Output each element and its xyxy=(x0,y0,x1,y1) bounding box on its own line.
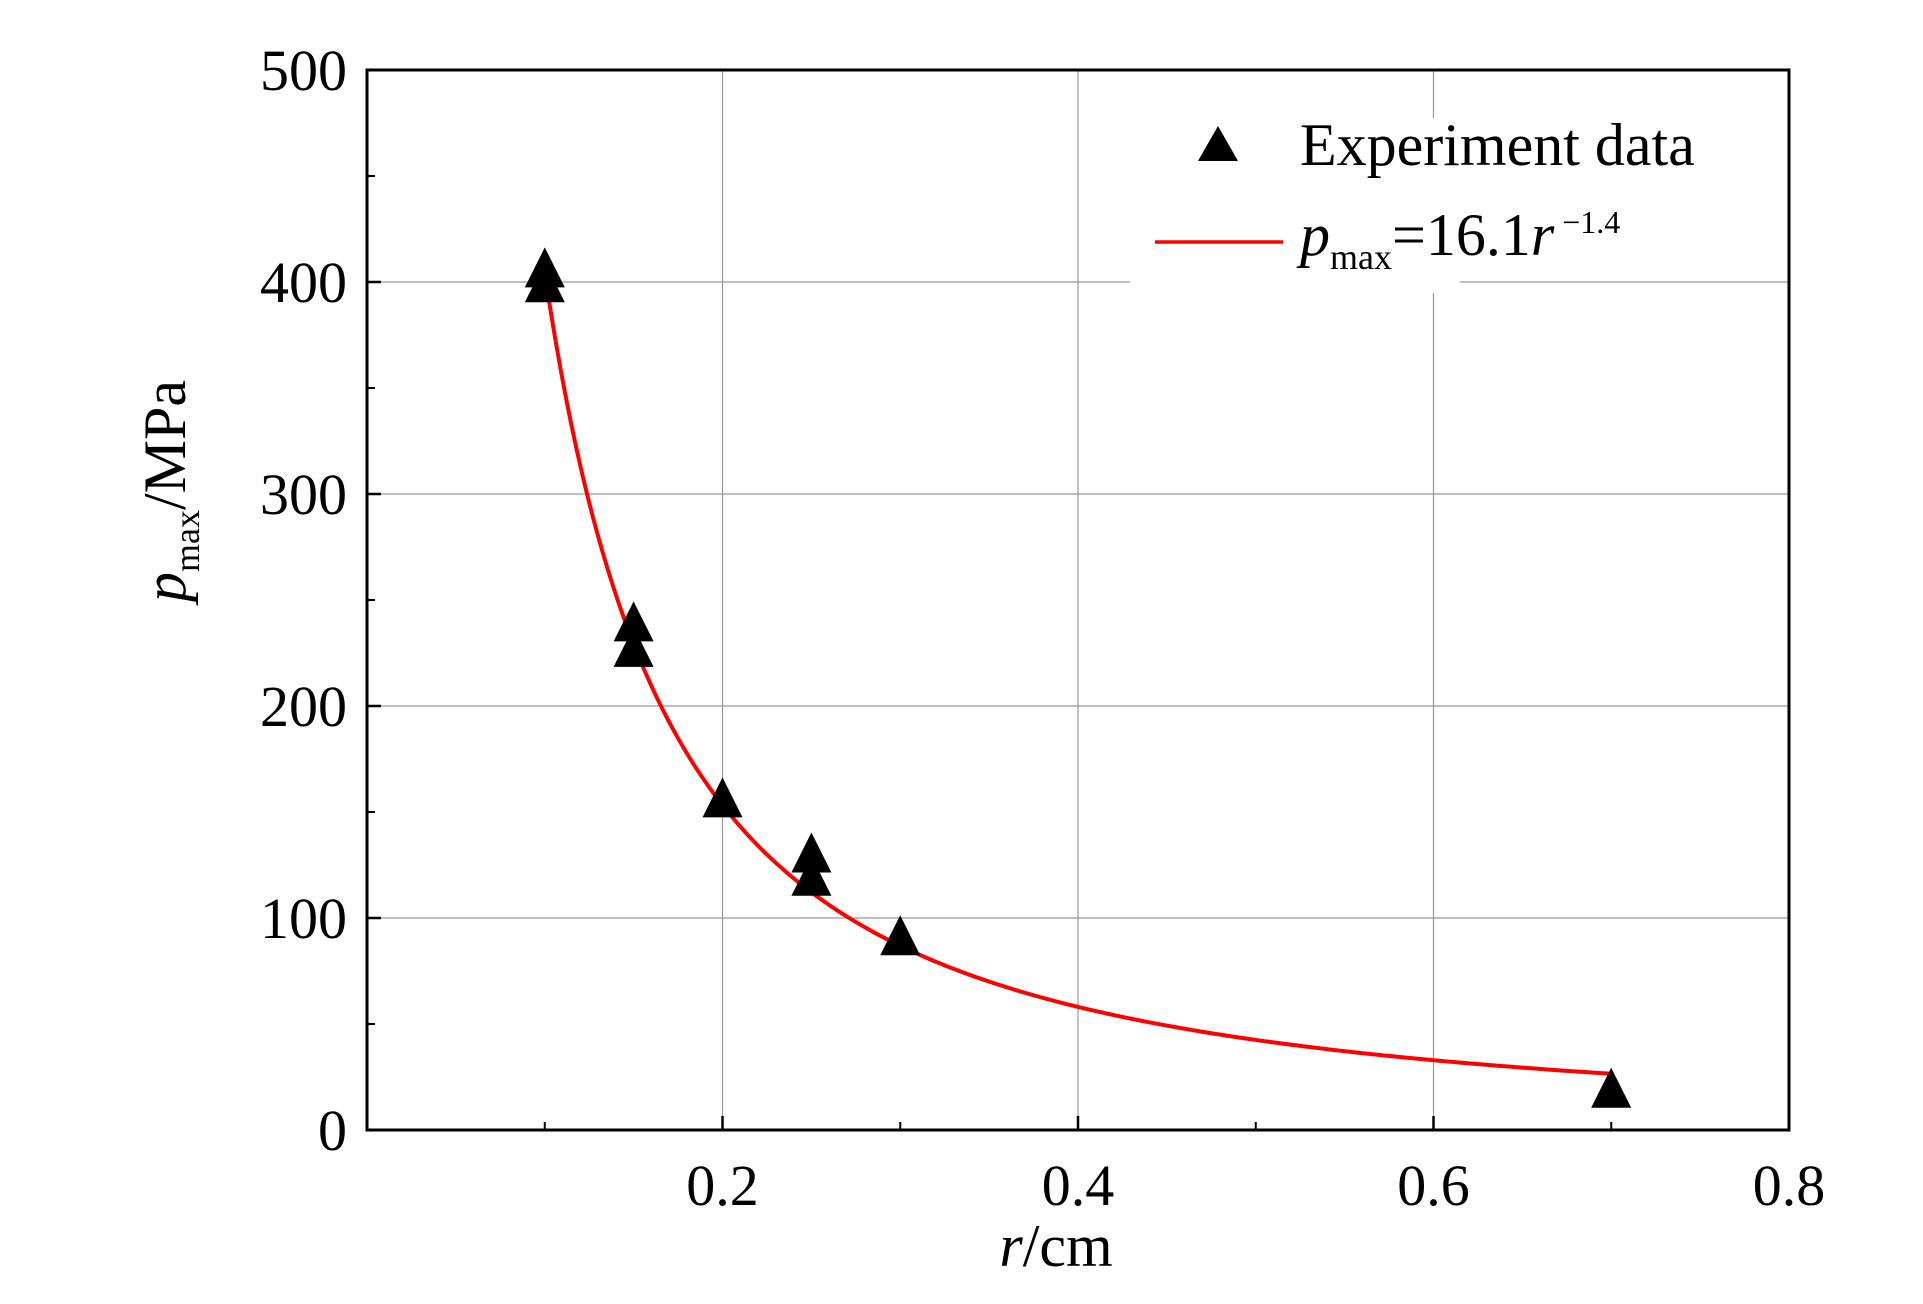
y-axis-title: pmax/MPa xyxy=(132,380,207,606)
marker-layer xyxy=(524,247,1632,1108)
legend-marker-triangle xyxy=(1198,126,1238,161)
label-layer: 0.2 0.4 0.6 0.8 0 100 200 300 400 500 xyxy=(260,38,1825,1218)
data-point-triangle xyxy=(880,915,921,956)
y-tick-label: 0 xyxy=(318,1098,347,1163)
x-tick-label: 0.2 xyxy=(686,1153,759,1218)
legend-label-experiment: Experiment data xyxy=(1300,112,1695,178)
y-tick-label: 400 xyxy=(260,250,347,315)
data-point-triangle xyxy=(524,262,565,303)
axis-layer xyxy=(365,68,1791,1132)
data-point-triangle xyxy=(613,601,654,642)
data-point-triangle xyxy=(791,832,832,873)
legend-box xyxy=(1130,118,1460,293)
x-tick-label: 0.4 xyxy=(1042,1153,1115,1218)
data-point-triangle xyxy=(1591,1067,1632,1108)
x-tick-label: 0.8 xyxy=(1753,1153,1826,1218)
x-axis-title: r/cm xyxy=(999,1213,1112,1279)
legend: Experiment data pmax=16.1r −1.4 xyxy=(1130,112,1695,293)
data-point-triangle xyxy=(791,855,832,896)
data-point-triangle xyxy=(613,626,654,667)
y-tick-label: 500 xyxy=(260,38,347,103)
y-tick-label: 300 xyxy=(260,462,347,527)
legend-label-fit: pmax=16.1r −1.4 xyxy=(1296,202,1620,277)
data-point-triangle xyxy=(702,777,743,818)
y-tick-label: 100 xyxy=(260,886,347,951)
y-tick-label: 200 xyxy=(260,674,347,739)
x-tick-label: 0.6 xyxy=(1397,1153,1470,1218)
